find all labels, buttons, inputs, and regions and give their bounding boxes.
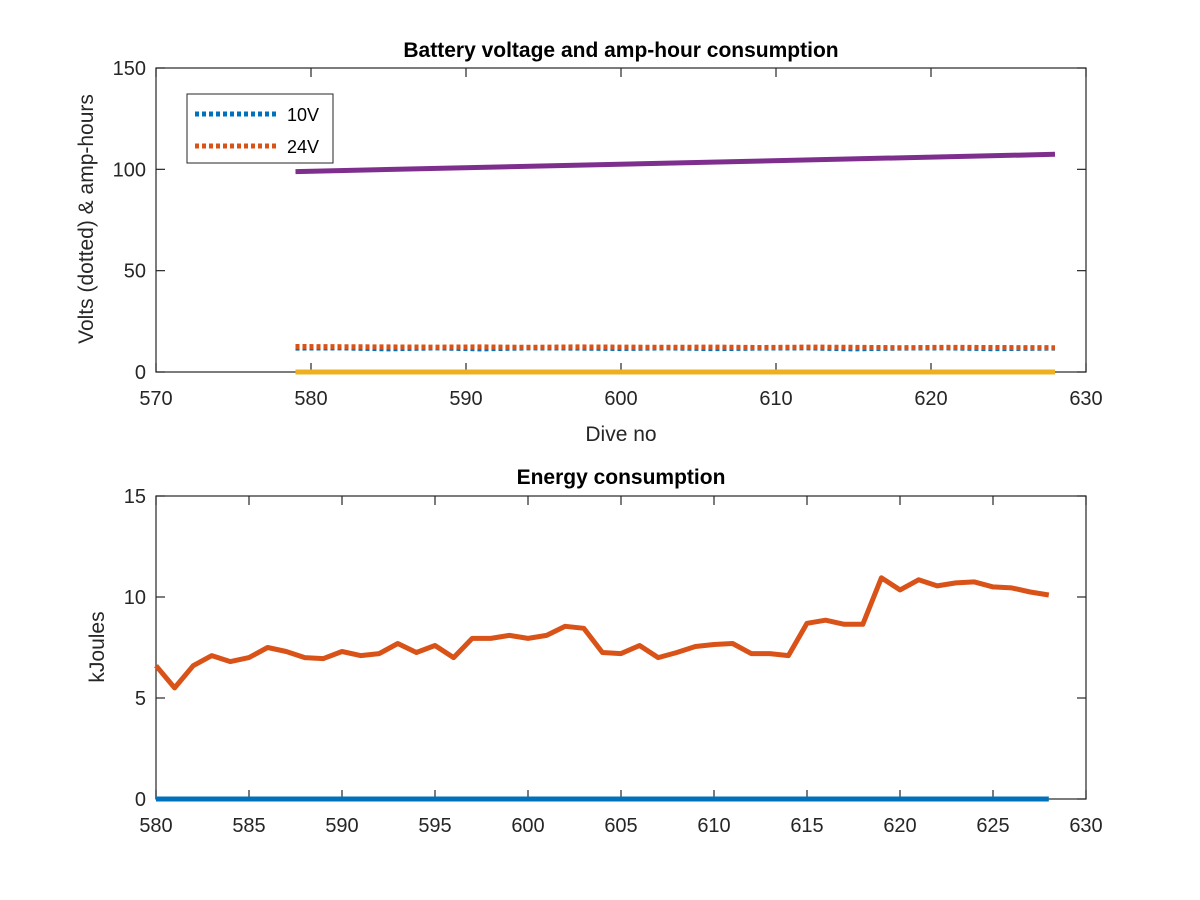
voltage-ytick-label: 50 bbox=[124, 261, 146, 283]
energy-xtick-label: 620 bbox=[883, 815, 916, 837]
legend-label-10v: 10V bbox=[287, 105, 319, 125]
energy-xtick-label: 600 bbox=[511, 815, 544, 837]
energy-xtick-label: 595 bbox=[418, 815, 451, 837]
voltage-xtick-label: 620 bbox=[914, 388, 947, 410]
voltage-chart-legend: 10V 24V bbox=[186, 93, 334, 164]
voltage-chart-xlabel: Dive no bbox=[585, 423, 656, 446]
energy-xtick-label: 590 bbox=[325, 815, 358, 837]
energy-series-line-1 bbox=[154, 575, 1050, 691]
voltage-ytick-label: 150 bbox=[113, 58, 146, 80]
energy-xtick-label: 615 bbox=[790, 815, 823, 837]
voltage-xtick-label: 600 bbox=[604, 388, 637, 410]
voltage-series-line-3 bbox=[295, 151, 1056, 175]
legend-label-24v: 24V bbox=[287, 137, 319, 157]
energy-ytick-label: 10 bbox=[124, 587, 146, 609]
energy-ytick-label: 0 bbox=[135, 789, 146, 811]
energy-axes-box bbox=[155, 495, 1087, 800]
voltage-chart-ylabel: Volts (dotted) & amp-hours bbox=[75, 94, 98, 344]
energy-chart-ylabel: kJoules bbox=[86, 611, 109, 682]
voltage-xtick-label: 580 bbox=[294, 388, 327, 410]
energy-ytick-label: 5 bbox=[135, 688, 146, 710]
energy-xtick-label: 605 bbox=[604, 815, 637, 837]
voltage-xtick-label: 570 bbox=[139, 388, 172, 410]
legend-box bbox=[186, 93, 334, 164]
energy-xtick-label: 610 bbox=[697, 815, 730, 837]
voltage-xtick-label: 590 bbox=[449, 388, 482, 410]
voltage-chart-title: Battery voltage and amp-hour consumption bbox=[403, 39, 838, 62]
energy-xtick-label: 585 bbox=[232, 815, 265, 837]
energy-xtick-label: 580 bbox=[139, 815, 172, 837]
energy-xtick-label: 630 bbox=[1069, 815, 1102, 837]
energy-ytick-label: 15 bbox=[124, 486, 146, 508]
voltage-axes-box bbox=[155, 67, 1087, 373]
voltage-xtick-label: 630 bbox=[1069, 388, 1102, 410]
energy-chart: Energy consumption kJoules 580 585 590 595 6… bbox=[86, 466, 1103, 837]
energy-xtick-label: 625 bbox=[976, 815, 1009, 837]
energy-chart-title: Energy consumption bbox=[517, 466, 726, 489]
voltage-xtick-label: 610 bbox=[759, 388, 792, 410]
energy-chart-plot-area: 580 585 590 595 600 605 610 615 620 625 630 0 5 10 15 bbox=[124, 486, 1103, 837]
voltage-ytick-label: 100 bbox=[113, 159, 146, 181]
voltage-chart-plot-area: 570 580 590 600 610 620 630 0 50 100 150 bbox=[113, 58, 1103, 410]
voltage-ytick-label: 0 bbox=[135, 362, 146, 384]
voltage-series-line-24v bbox=[295, 344, 1056, 351]
voltage-chart: Battery voltage and amp-hour consumption… bbox=[75, 39, 1103, 446]
